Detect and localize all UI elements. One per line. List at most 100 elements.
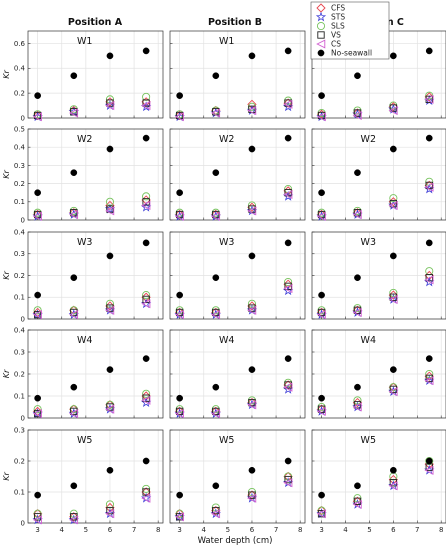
- data-point-sls: [142, 92, 151, 101]
- data-point-cs: [424, 275, 434, 285]
- y-tick-label: 0: [21, 114, 25, 122]
- y-axis-label: Kr: [2, 70, 11, 79]
- data-point-cs: [388, 294, 398, 304]
- x-tick-label: 7: [274, 526, 278, 534]
- panel-b-w1: W1: [169, 30, 306, 122]
- y-tick-label: 0.5: [14, 125, 25, 133]
- data-point-sls: [389, 194, 398, 203]
- data-point-vs: [175, 407, 184, 416]
- plot-frame: [169, 30, 306, 119]
- y-tick-label: 0.4: [14, 65, 26, 73]
- x-tick-label: 6: [250, 526, 255, 534]
- data-point-no-seawall: [318, 491, 325, 499]
- data-point-cs: [105, 305, 115, 315]
- data-point-vs: [425, 374, 433, 383]
- data-point-no-seawall: [425, 47, 433, 55]
- data-point-cs: [105, 101, 115, 111]
- legend-item-sts: STS: [315, 11, 345, 22]
- panel-c-w3: W3: [311, 231, 446, 320]
- data-point-no-seawall: [70, 383, 78, 391]
- panel-label: W2: [361, 134, 376, 145]
- y-tick-label: 0: [21, 414, 25, 422]
- data-point-cs: [316, 509, 326, 519]
- data-point-no-seawall: [34, 189, 41, 197]
- data-point-cs: [388, 106, 398, 116]
- data-point-cs: [174, 409, 184, 419]
- data-point-vs: [142, 99, 150, 107]
- data-point-no-seawall: [354, 169, 361, 177]
- data-point-no-seawall: [354, 274, 361, 282]
- data-point-no-seawall: [106, 252, 114, 260]
- panel-label: W2: [77, 134, 92, 145]
- data-point-vs: [142, 394, 150, 402]
- data-point-cs: [424, 465, 434, 475]
- data-point-cs: [247, 206, 257, 216]
- legend-label-sls: SLS: [331, 22, 345, 31]
- data-point-vs: [353, 401, 362, 409]
- data-point-vs: [106, 99, 114, 107]
- data-point-vs: [70, 209, 78, 217]
- plot-frame: [27, 30, 164, 119]
- plot-area: [28, 430, 163, 523]
- data-point-cs: [388, 481, 398, 491]
- data-point-cs: [174, 512, 184, 522]
- data-point-no-seawall: [70, 482, 78, 490]
- data-point-vs: [389, 104, 398, 112]
- data-point-no-seawall: [425, 355, 433, 362]
- panel-label: W3: [219, 237, 234, 248]
- panel-label: W3: [361, 237, 376, 248]
- data-point-cs: [210, 211, 221, 221]
- y-tick-label: 0.6: [14, 40, 26, 48]
- y-tick-label: 0.2: [14, 90, 25, 98]
- data-point-vs: [389, 385, 398, 394]
- data-point-vs: [248, 398, 256, 407]
- x-tick-label: 7: [415, 526, 419, 534]
- x-axis-label: Water depth (cm): [198, 536, 273, 546]
- legend-label-sts: STS: [331, 13, 345, 22]
- data-point-no-seawall: [248, 466, 256, 474]
- data-point-cs: [174, 211, 184, 221]
- data-point-no-seawall: [390, 145, 397, 153]
- y-tick-label: 0.1: [14, 294, 25, 302]
- data-point-cs: [141, 200, 151, 210]
- data-point-vs: [106, 403, 114, 411]
- data-point-cs: [105, 404, 115, 414]
- data-point-vs: [317, 210, 326, 219]
- y-tick-label: 0: [21, 315, 25, 323]
- data-point-cs: [352, 110, 362, 121]
- data-point-sls: [105, 500, 115, 509]
- data-point-no-seawall: [354, 383, 361, 391]
- data-point-no-seawall: [212, 72, 220, 80]
- data-point-cfs: [352, 496, 363, 506]
- data-point-sls: [33, 306, 42, 315]
- panel-label: W1: [219, 36, 234, 47]
- x-tick-label: 5: [226, 526, 230, 534]
- y-tick-label: 0.3: [14, 250, 25, 258]
- panel-a-w4: 0 0.1 0.2 0.3 0.4 Kr W4: [2, 326, 164, 422]
- x-tick-label: 6: [108, 526, 113, 534]
- panel-c-w4: W4: [311, 329, 446, 419]
- data-point-no-seawall: [318, 291, 325, 299]
- data-point-sls: [105, 197, 115, 206]
- data-point-no-seawall: [176, 189, 183, 197]
- y-tick-label: 0.4: [14, 144, 26, 152]
- data-point-vs: [425, 274, 433, 282]
- data-point-no-seawall: [70, 274, 78, 282]
- data-point-cs: [105, 206, 115, 216]
- data-point-cs: [316, 112, 326, 122]
- panel-a-w2: 0 0.1 0.2 0.3 0.4 0.5 Kr W2: [2, 125, 164, 224]
- panel-a-w5: 0 0.1 0.2 0.3 Kr 3 4 5 6 7 8 W5: [2, 426, 164, 534]
- data-point-no-seawall: [390, 466, 397, 474]
- x-tick-label: 5: [367, 526, 371, 534]
- data-point-no-seawall: [248, 52, 256, 60]
- data-point-no-seawall: [425, 239, 433, 247]
- data-point-vs: [175, 210, 184, 219]
- data-point-vs: [353, 306, 362, 314]
- data-point-sls: [425, 456, 434, 466]
- data-point-sls: [353, 396, 362, 405]
- legend-label-no-seawall: No-seawall: [331, 49, 372, 58]
- data-point-no-seawall: [354, 482, 361, 490]
- data-point-cs: [68, 310, 79, 320]
- data-point-no-seawall: [142, 47, 150, 55]
